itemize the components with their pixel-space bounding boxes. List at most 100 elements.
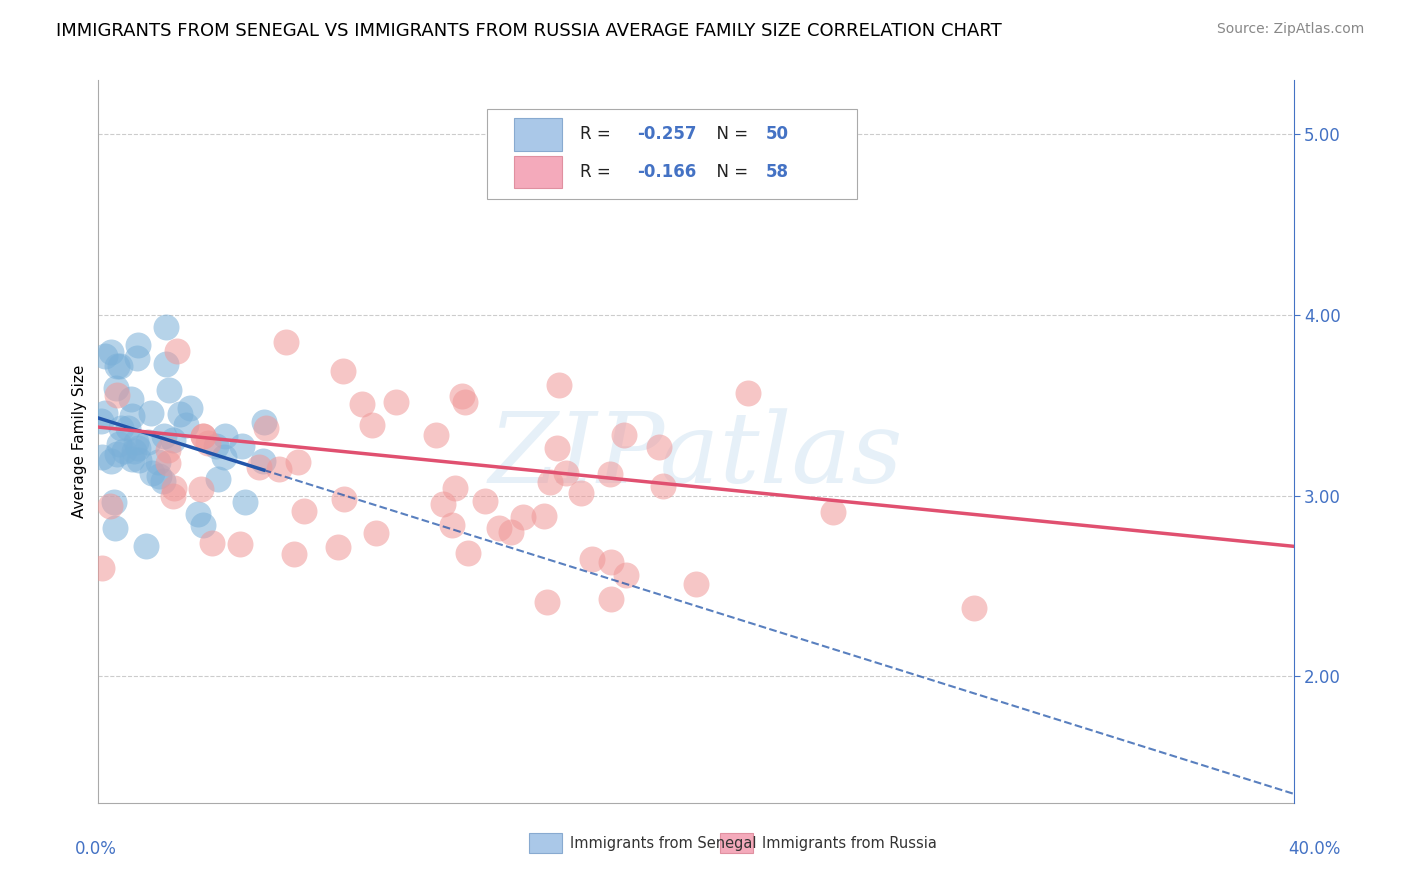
Point — [105, 382, 128, 396]
Point — [100, 454, 122, 468]
Point — [128, 453, 150, 467]
Point — [328, 540, 350, 554]
Point — [276, 334, 298, 349]
Point — [162, 433, 184, 447]
Point — [156, 456, 179, 470]
Point — [501, 525, 523, 540]
Point — [98, 499, 121, 513]
Text: R =: R = — [581, 126, 616, 144]
Point — [127, 442, 149, 456]
Point — [212, 450, 235, 464]
Text: R =: R = — [581, 163, 616, 181]
Point — [139, 407, 162, 421]
Text: IMMIGRANTS FROM SENEGAL VS IMMIGRANTS FROM RUSSIA AVERAGE FAMILY SIZE CORRELATIO: IMMIGRANTS FROM SENEGAL VS IMMIGRANTS FR… — [56, 22, 1002, 40]
Point — [352, 397, 374, 411]
Point — [963, 601, 986, 615]
Point — [157, 383, 180, 397]
Point — [533, 509, 555, 524]
Point — [166, 344, 188, 359]
Text: 58: 58 — [765, 163, 789, 181]
Point — [169, 407, 191, 421]
Point — [124, 444, 146, 458]
Point — [107, 388, 129, 402]
Bar — [515, 119, 562, 151]
Text: -0.257: -0.257 — [637, 126, 697, 144]
Point — [214, 429, 236, 443]
Point — [105, 359, 128, 373]
Point — [546, 441, 568, 455]
Point — [233, 495, 256, 509]
Point — [252, 454, 274, 468]
Point — [190, 482, 212, 496]
Point — [474, 494, 496, 508]
Text: ZIPatlas: ZIPatlas — [489, 409, 903, 504]
Point — [94, 406, 117, 420]
Point — [112, 444, 135, 458]
Point — [685, 576, 707, 591]
Point — [197, 435, 219, 450]
FancyBboxPatch shape — [486, 109, 858, 200]
Point — [512, 510, 534, 524]
Point — [432, 497, 454, 511]
Point — [152, 475, 174, 489]
Point — [581, 552, 603, 566]
Point — [600, 592, 623, 607]
Point — [162, 481, 184, 495]
Point — [292, 504, 315, 518]
Point — [614, 568, 637, 582]
Point — [555, 467, 578, 481]
Point — [231, 440, 253, 454]
Point — [90, 561, 112, 575]
Point — [247, 460, 270, 475]
Point — [569, 486, 592, 500]
Text: N =: N = — [706, 163, 752, 181]
Point — [162, 489, 184, 503]
Point — [125, 434, 148, 449]
Point — [153, 429, 176, 443]
Point — [127, 351, 149, 365]
Point — [599, 467, 621, 482]
Point — [155, 320, 177, 334]
Bar — [515, 156, 562, 188]
Text: Source: ZipAtlas.com: Source: ZipAtlas.com — [1216, 22, 1364, 37]
Y-axis label: Average Family Size: Average Family Size — [72, 365, 87, 518]
Text: Immigrants from Senegal: Immigrants from Senegal — [571, 836, 756, 851]
Point — [120, 392, 142, 406]
Point — [267, 461, 290, 475]
Text: Immigrants from Russia: Immigrants from Russia — [762, 836, 936, 851]
Point — [201, 535, 224, 549]
Point — [187, 507, 209, 521]
Point — [454, 395, 477, 409]
Point — [155, 357, 177, 371]
Point — [821, 505, 844, 519]
Point — [148, 468, 170, 483]
Text: -0.166: -0.166 — [637, 163, 696, 181]
Point — [191, 429, 214, 443]
Point — [100, 345, 122, 359]
Point — [204, 439, 226, 453]
Point — [384, 395, 406, 409]
Point — [191, 518, 214, 533]
Point — [207, 472, 229, 486]
Point — [104, 521, 127, 535]
Point — [141, 466, 163, 480]
Point — [457, 546, 479, 560]
Point — [283, 547, 305, 561]
Point — [366, 526, 388, 541]
Point — [538, 475, 561, 489]
Point — [138, 435, 160, 450]
Point — [360, 417, 382, 432]
Point — [90, 450, 112, 464]
Point — [287, 455, 309, 469]
Text: 40.0%: 40.0% — [1288, 840, 1341, 858]
Point — [440, 517, 463, 532]
Point — [613, 428, 636, 442]
Point — [93, 349, 115, 363]
Point — [108, 437, 131, 451]
Point — [652, 478, 675, 492]
Point — [174, 417, 197, 432]
Point — [488, 521, 510, 535]
Point — [548, 378, 571, 392]
Text: 0.0%: 0.0% — [75, 840, 117, 858]
Point — [333, 492, 356, 507]
